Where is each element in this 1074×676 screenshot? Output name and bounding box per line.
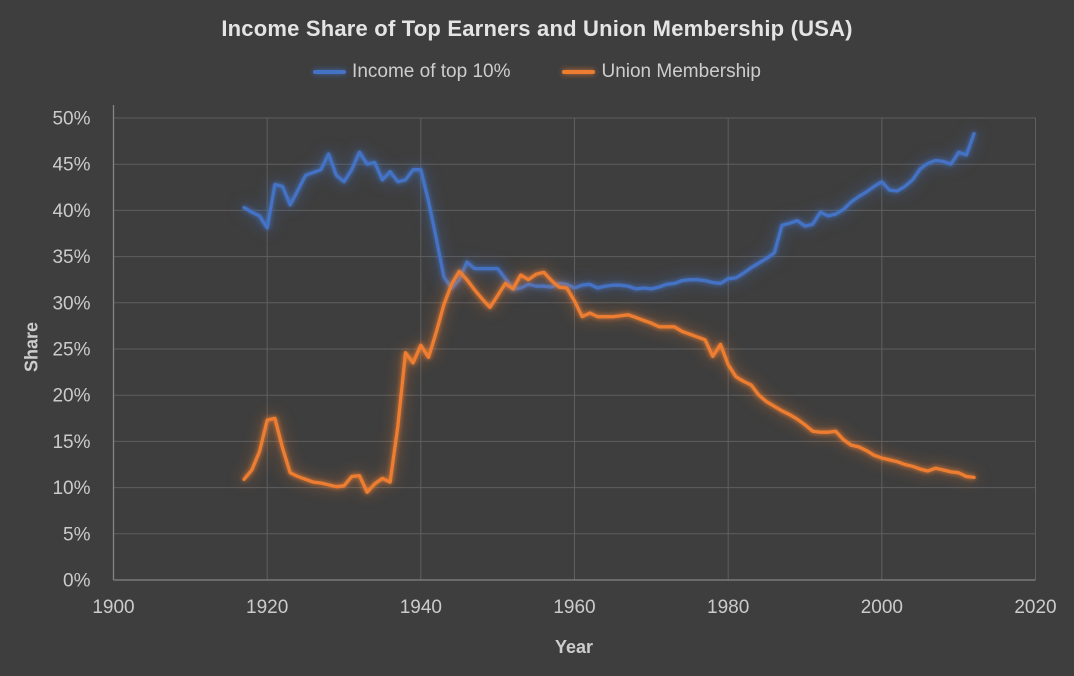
x-tick-label: 1920 xyxy=(246,597,288,618)
y-tick-label: 20% xyxy=(52,386,90,407)
legend-item-income-top10: Income of top 10% xyxy=(313,61,510,83)
y-tick-label: 0% xyxy=(63,571,91,592)
x-axis-title: Year xyxy=(554,637,594,657)
x-tick-label: 1960 xyxy=(553,597,595,618)
x-tick-label: 1980 xyxy=(707,597,749,618)
grid-layer xyxy=(113,117,1036,580)
y-tick-label: 10% xyxy=(52,478,90,499)
chart-title: Income Share of Top Earners and Union Me… xyxy=(221,16,853,41)
x-tick-label: 1900 xyxy=(92,597,134,618)
axis-layer xyxy=(112,105,1036,581)
x-tick-label: 1940 xyxy=(400,597,442,618)
legend-line-swatch-blue xyxy=(313,70,347,74)
y-tick-label: 50% xyxy=(52,109,90,130)
y-tick-label: 15% xyxy=(52,432,90,453)
y-tick-label: 25% xyxy=(52,340,90,361)
tick-label-layer: 0% 5% 10% 15% 20% 25% 30% 35% 40% 45% 50% 1900 1920 1… xyxy=(52,109,1056,619)
legend-label: Income of top 10% xyxy=(352,61,511,82)
legend-line-swatch-orange xyxy=(562,70,596,74)
series-line-income-top10 xyxy=(242,132,976,291)
x-tick-label: 2020 xyxy=(1014,597,1056,618)
y-tick-label: 35% xyxy=(52,247,90,268)
x-tick-label: 2000 xyxy=(861,597,903,618)
legend-item-union-membership: Union Membership xyxy=(562,61,761,83)
y-tick-label: 30% xyxy=(52,293,90,314)
legend-label: Union Membership xyxy=(601,61,761,82)
series-line-union-membership xyxy=(242,269,976,494)
y-tick-label: 45% xyxy=(52,155,90,176)
y-tick-label: 40% xyxy=(52,201,90,222)
chart-legend: Income of top 10% Union Membership xyxy=(0,61,1074,83)
series-layer xyxy=(242,132,976,494)
y-tick-label: 5% xyxy=(63,524,91,545)
